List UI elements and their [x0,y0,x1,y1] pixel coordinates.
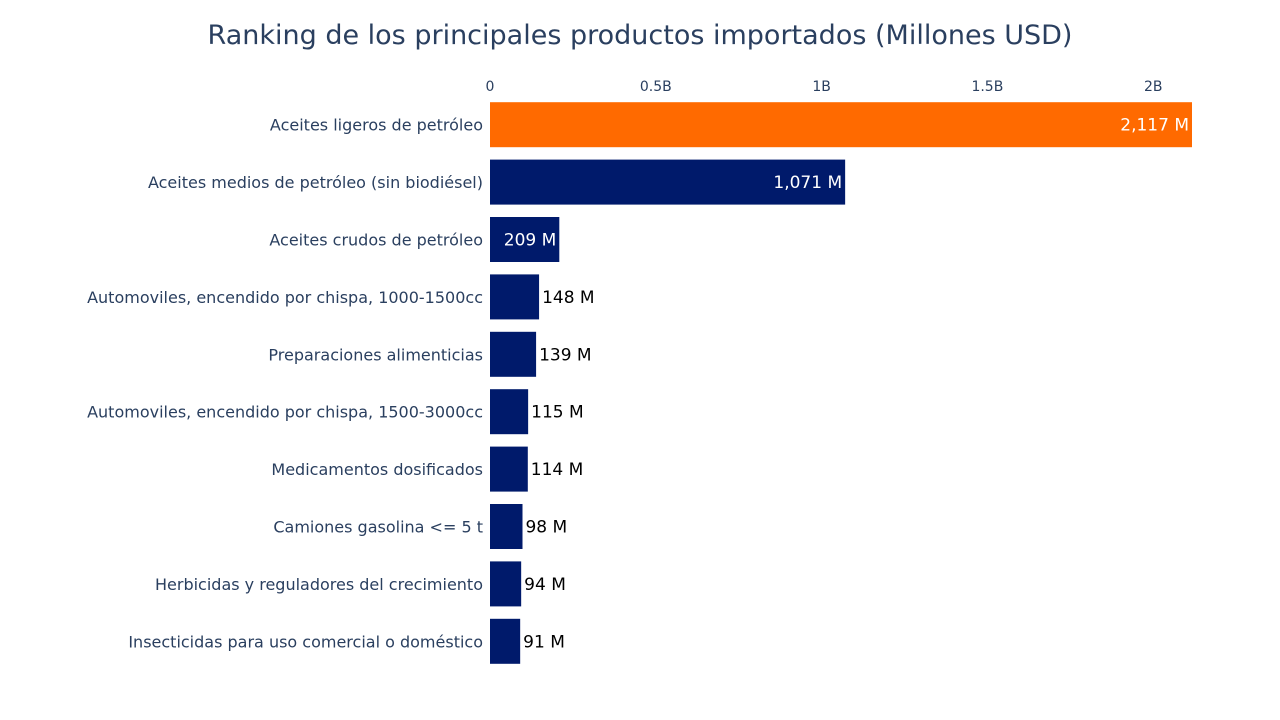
x-axis-ticks: 0 0.5B 1B 1.5B 2B [486,79,1163,95]
category-labels: Aceites ligeros de petróleo Aceites medio… [87,116,483,652]
data-label: 148 M [542,288,595,308]
category-label: Insecticidas para uso comercial o domést… [128,632,483,651]
x-tick-label: 1.5B [971,79,1003,95]
bar [490,389,529,435]
bar [490,618,521,664]
data-label: 115 M [531,403,584,423]
bar [490,561,522,607]
bar [490,102,1192,148]
data-label: 91 M [523,632,565,652]
category-label: Aceites medios de petróleo (sin biodiése… [148,173,483,192]
bar [490,331,537,377]
bar [490,274,540,320]
bar [490,217,560,262]
data-label: 209 M [504,231,557,251]
data-label: 114 M [531,460,584,480]
chart-title: Ranking de los principales productos imp… [207,20,1073,51]
data-label: 94 M [524,575,566,595]
x-tick-label: 0 [486,79,495,95]
category-label: Preparaciones alimenticias [268,345,483,364]
bar [490,159,846,205]
category-label: Aceites ligeros de petróleo [270,116,483,135]
category-label: Automoviles, encendido por chispa, 1500-… [87,403,483,422]
category-label: Automoviles, encendido por chispa, 1000-… [87,288,483,307]
data-labels: 2,117 M 1,071 M 209 M 148 M 139 M 115 M 114 M 9… [504,116,1189,653]
category-label: Herbicidas y reguladores del crecimiento [155,575,483,594]
data-label: 1,071 M [773,173,842,193]
bar [490,504,523,549]
x-tick-label: 0.5B [640,79,672,95]
bars [490,102,1192,664]
category-label: Medicamentos dosificados [271,460,483,479]
x-tick-label: 2B [1144,79,1163,95]
data-label: 139 M [539,345,592,365]
bar [490,446,528,492]
x-tick-label: 1B [812,79,831,95]
category-label: Camiones gasolina <= 5 t [273,518,483,537]
data-label: 98 M [525,518,567,538]
category-label: Aceites crudos de petróleo [269,231,483,250]
data-label: 2,117 M [1120,116,1189,136]
